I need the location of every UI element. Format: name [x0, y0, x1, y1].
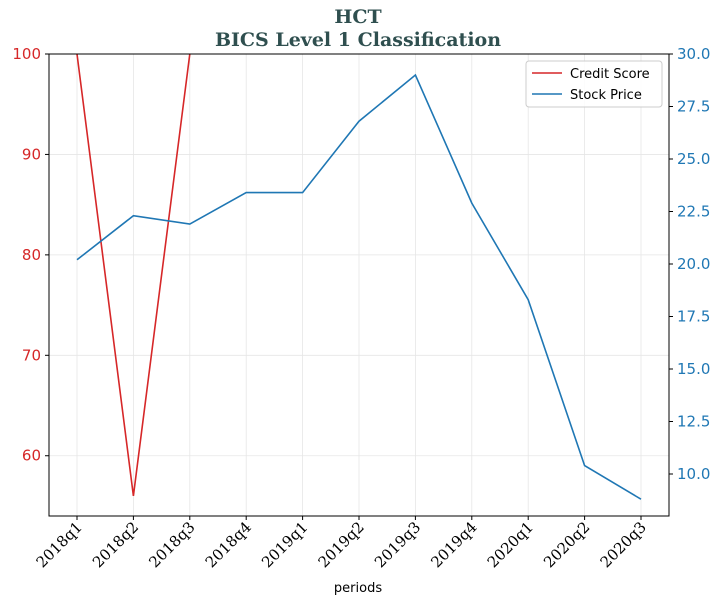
y-right-tick-label: 10.0 [677, 465, 710, 483]
y-left-tick-label: 80 [22, 246, 41, 264]
y-right-tick-label: 30.0 [677, 45, 710, 63]
legend: Credit Score Stock Price [525, 60, 663, 108]
legend-label-stock-price: Stock Price [570, 88, 642, 103]
x-tick-label: 2019q2 [315, 518, 368, 571]
x-tick-label: 2018q4 [202, 518, 255, 571]
series-line-credit-score [76, 54, 191, 497]
y-right-tick-label: 15.0 [677, 360, 710, 378]
x-tick-label: 2020q3 [597, 518, 650, 571]
x-axis: 2018q1 2018q2 2018q3 2018q4 2019q1 2019q2 2019… [33, 516, 650, 571]
y-right-tick-label: 12.5 [677, 413, 710, 431]
y-right-tick-label: 17.5 [677, 308, 710, 326]
x-tick-label: 2018q2 [89, 518, 142, 571]
x-tick-label: 2018q3 [145, 518, 198, 571]
x-tick-label: 2019q3 [371, 518, 424, 571]
y-left-tick-label: 100 [12, 45, 41, 63]
x-tick-label: 2019q1 [258, 518, 311, 571]
series-line-stock-price [76, 73, 642, 500]
y-left-tick-label: 60 [22, 447, 41, 465]
y-right-tick-label: 25.0 [677, 150, 710, 168]
x-tick-label: 2020q1 [484, 518, 537, 571]
grid [49, 53, 669, 516]
legend-label-credit-score: Credit Score [570, 67, 650, 82]
y-axis-right: 10.0 12.5 15.0 17.5 20.0 22.5 25.0 27.5 30.0 [669, 45, 710, 483]
y-left-tick-label: 70 [22, 346, 41, 364]
plot-lines [76, 54, 642, 500]
chart-subtitle: BICS Level 1 Classification [215, 29, 501, 51]
y-right-tick-label: 22.5 [677, 203, 710, 221]
y-right-tick-label: 27.5 [677, 98, 710, 116]
x-tick-label: 2019q4 [427, 518, 480, 571]
chart-title: HCT [334, 6, 381, 28]
y-left-tick-label: 90 [22, 145, 41, 163]
y-axis-left: 60 70 80 90 100 [12, 45, 49, 465]
x-tick-label: 2018q1 [33, 518, 86, 571]
y-right-tick-label: 20.0 [677, 255, 710, 273]
x-tick-label: 2020q2 [540, 518, 593, 571]
x-axis-label: periods [334, 581, 382, 596]
